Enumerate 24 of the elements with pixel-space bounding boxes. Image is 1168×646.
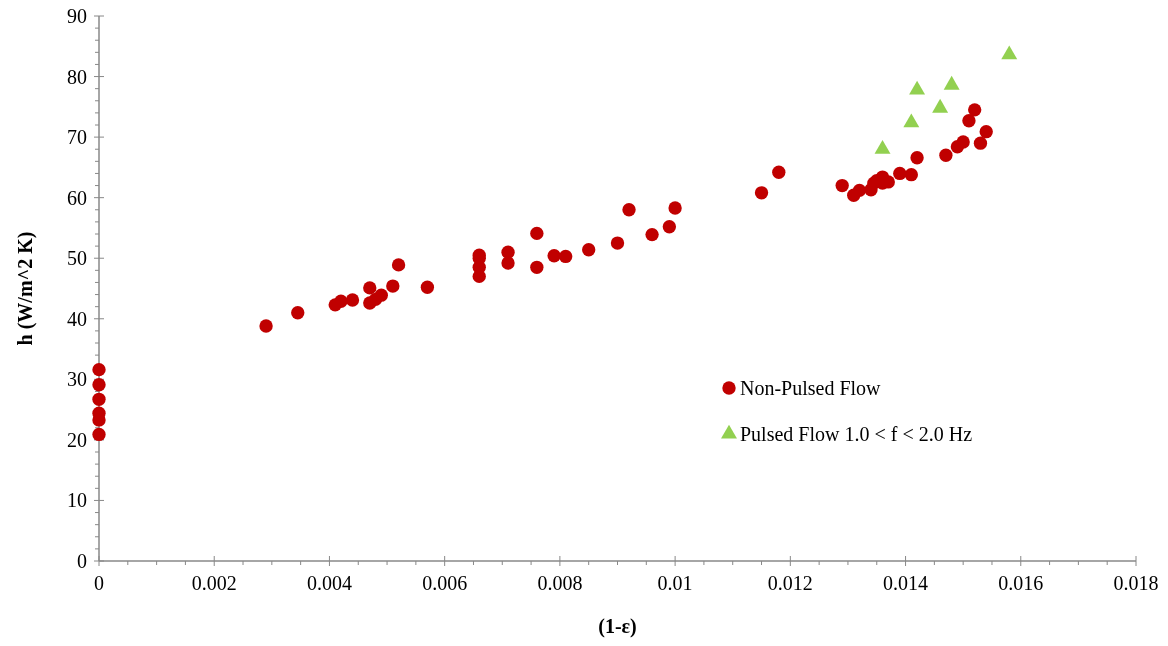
y-tick-label: 80 <box>67 65 87 88</box>
x-tick-label: 0.014 <box>883 572 929 594</box>
x-tick-label: 0.018 <box>1113 572 1159 594</box>
legend-label: Non-Pulsed Flow <box>740 377 882 399</box>
x-tick-label: 0.01 <box>657 572 693 594</box>
x-tick-label: 0.002 <box>191 572 237 594</box>
x-axis-title: (1-ε) <box>598 615 637 638</box>
y-tick-label: 40 <box>67 307 87 330</box>
x-tick-label: 0.008 <box>537 572 583 594</box>
y-axis-title: h (W/m^2 K) <box>14 231 37 346</box>
x-tick-label: 0.016 <box>998 572 1044 594</box>
y-tick-label: 50 <box>67 247 87 270</box>
x-tick-label: 0.006 <box>422 572 468 594</box>
y-tick-label: 10 <box>67 489 87 512</box>
y-tick-label: 20 <box>67 428 87 451</box>
x-tick-label: 0.012 <box>767 572 813 594</box>
legend-label: Pulsed Flow 1.0 < f < 2.0 Hz <box>740 423 973 445</box>
y-tick-label: 0 <box>77 550 87 572</box>
y-tick-label: 90 <box>67 5 87 27</box>
y-tick-label: 70 <box>67 126 87 149</box>
x-tick-label: 0.004 <box>306 572 352 594</box>
y-tick-label: 60 <box>67 186 87 209</box>
x-tick-label: 0 <box>94 572 104 594</box>
y-tick-label: 30 <box>67 368 87 391</box>
